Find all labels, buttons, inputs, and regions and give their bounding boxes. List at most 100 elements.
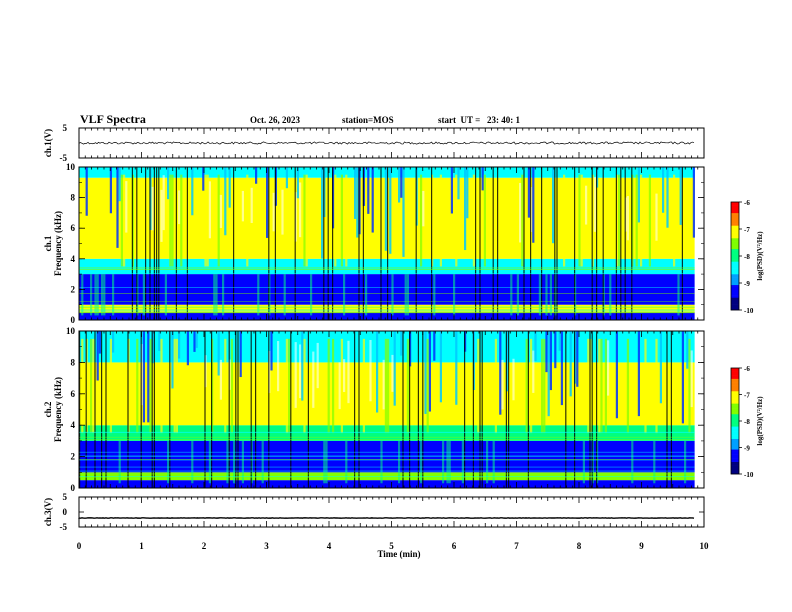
colorbar-segment [731, 461, 739, 464]
psd-column [545, 274, 548, 316]
y-tick-label: -5 [60, 522, 68, 532]
sferic-line [274, 167, 276, 320]
sferic-line [666, 331, 668, 488]
sferic-line [602, 167, 604, 320]
psd-column [354, 167, 357, 219]
psd-column [171, 174, 174, 267]
colorbar-segment [731, 403, 739, 406]
psd-column [365, 274, 368, 316]
psd-column [257, 274, 260, 316]
x-tick-label: 6 [452, 541, 457, 551]
psd-column [600, 338, 603, 434]
colorbar-segment [731, 263, 739, 266]
colorbar-segment [731, 232, 739, 235]
psd-column [420, 174, 423, 267]
psd-column [400, 167, 403, 198]
psd-column [380, 440, 383, 484]
psd-column [455, 174, 458, 267]
sferic-line [589, 331, 591, 488]
psd-band [79, 480, 695, 488]
y-axis-label-secondary: Frequency (kHz) [53, 377, 63, 442]
sferic-line [591, 167, 593, 320]
psd-column [543, 338, 546, 434]
psd-column [655, 193, 658, 241]
psd-column [149, 338, 152, 434]
psd-column [208, 440, 211, 484]
sferic-line [94, 331, 96, 488]
colorbar-segment [731, 230, 739, 233]
sferic-line [85, 331, 87, 488]
psd-column [90, 338, 93, 434]
sferic-line [175, 167, 177, 320]
psd-column [644, 338, 647, 434]
sferic-line [556, 167, 558, 320]
psd-column [679, 167, 682, 225]
ch1-colorbar: -6 -7 -8 -9 -10 log(PSD)(V²/Hz) [730, 199, 764, 315]
psd-column [604, 338, 607, 434]
sferic-line [596, 167, 598, 320]
psd-column [609, 274, 612, 316]
colorbar-segment [731, 220, 739, 223]
colorbar-segment [731, 205, 739, 208]
psd-column [204, 174, 207, 267]
psd-column [453, 274, 456, 316]
psd-column [270, 331, 273, 371]
x-tick-label: 7 [514, 541, 519, 551]
colorbar-segment [731, 419, 739, 422]
ch2-spectrogram-panel: 0 2 4 6 8 10 ch.2 Frequency (kHz) [43, 326, 705, 493]
psd-column [428, 331, 431, 412]
psd-column [662, 167, 665, 213]
psd-column [587, 338, 590, 434]
sferic-line [417, 331, 419, 488]
psd-column [560, 331, 563, 406]
psd-column [120, 174, 123, 267]
sferic-line [158, 167, 160, 320]
psd-column [389, 167, 392, 254]
colorbar-segment [731, 277, 739, 280]
psd-column [422, 190, 425, 227]
sferic-line [475, 167, 477, 320]
sferic-line [492, 167, 494, 320]
sferic-line [358, 331, 360, 488]
psd-column [406, 274, 409, 316]
psd-column [228, 167, 231, 208]
waveform-line [78, 141, 695, 145]
colorbar-segment [731, 369, 739, 372]
colorbar-segment [731, 389, 739, 392]
colorbar-segment [731, 442, 739, 445]
colorbar-segment [731, 281, 739, 284]
colorbar-segment [731, 452, 739, 455]
psd-column [653, 440, 656, 484]
psd-column [202, 167, 205, 191]
colorbar-segment [731, 456, 739, 459]
psd-column [215, 274, 218, 316]
psd-column [241, 440, 244, 484]
psd-column [376, 331, 379, 413]
psd-column [420, 440, 423, 484]
psd-column [334, 174, 337, 267]
sferic-line [591, 331, 593, 488]
psd-column [393, 331, 396, 406]
colorbar-segment [731, 368, 739, 371]
psd-column [404, 274, 407, 316]
ch2-colorbar: -6 -7 -8 -9 -10 log(PSD)(V²/Hz) [730, 365, 764, 479]
colorbar-segment [731, 466, 739, 469]
colorbar-segment [731, 415, 739, 418]
colorbar-tick-label: -10 [744, 471, 754, 479]
colorbar-segment [731, 256, 739, 259]
psd-column [85, 167, 88, 216]
colorbar-segment [731, 408, 739, 411]
colorbar-segment [731, 463, 739, 466]
psd-column [343, 274, 346, 316]
psd-column [283, 274, 286, 316]
colorbar-segment [731, 445, 739, 448]
psd-column [532, 350, 535, 393]
psd-column [94, 274, 97, 316]
psd-column [659, 331, 662, 404]
psd-column [439, 174, 442, 267]
psd-column [338, 362, 341, 410]
psd-column [81, 274, 84, 316]
x-tick-label: 1 [139, 541, 144, 551]
psd-column [446, 440, 449, 484]
